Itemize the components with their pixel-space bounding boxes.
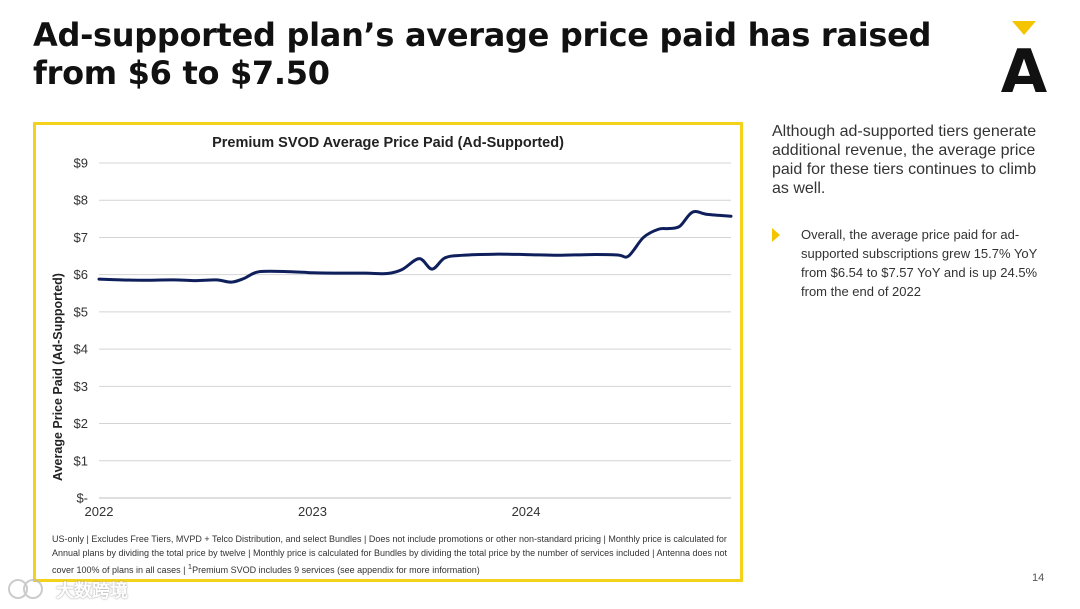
data-point	[194, 279, 196, 282]
y-tick-label: $7	[74, 230, 88, 245]
data-point	[365, 272, 367, 274]
x-tick-label: 2024	[512, 504, 541, 519]
data-point	[461, 254, 463, 257]
data-point	[493, 253, 495, 255]
data-point	[627, 255, 630, 257]
data-point	[172, 279, 175, 281]
chart-footnote: US-only | Excludes Free Tiers, MVPD + Te…	[52, 533, 742, 578]
data-point	[431, 268, 433, 270]
footnote-text: US-only | Excludes Free Tiers, MVPD + Te…	[52, 534, 728, 575]
footnote-text-end: Premium SVOD includes 9 services (see ap…	[192, 565, 480, 575]
antenna-logo-icon: A	[1001, 21, 1048, 96]
side-summary: Although ad-supported tiers generate add…	[772, 123, 1037, 197]
data-point	[98, 278, 100, 280]
data-point	[668, 227, 670, 230]
x-tick-label: 2022	[85, 504, 114, 519]
data-point	[337, 272, 339, 274]
watermark-text: 大数跨境	[56, 581, 128, 601]
y-tick-label: $4	[74, 342, 88, 357]
chart-panel: Premium SVOD Average Price Paid (Ad-Supp…	[33, 122, 743, 582]
x-tick-label: 2023	[298, 504, 327, 519]
data-point	[730, 215, 732, 218]
y-tick-label: $1	[74, 453, 88, 468]
data-point	[119, 279, 122, 281]
y-tick-label: $6	[74, 267, 88, 282]
data-point	[557, 254, 559, 257]
data-point	[311, 272, 314, 274]
watermark: 大数跨境	[6, 574, 146, 604]
title-line-1: Ad-supported plan’s average price paid h…	[33, 16, 932, 54]
page-number: 14	[1032, 572, 1045, 584]
data-point	[258, 270, 260, 273]
data-point	[401, 268, 403, 271]
data-point	[678, 225, 681, 228]
title-line-2: from $6 to $7.50	[33, 54, 330, 92]
data-point	[215, 279, 218, 281]
data-point	[617, 254, 619, 256]
footnote-superscript: 1	[187, 562, 193, 571]
y-tick-label: $-	[76, 491, 88, 506]
logo-triangle-icon	[1012, 21, 1036, 35]
series-line-ad-supported	[97, 210, 733, 284]
data-point	[290, 270, 292, 273]
y-tick-label: $8	[74, 193, 88, 208]
y-tick-label: $2	[74, 416, 88, 431]
chart-title: Premium SVOD Average Price Paid (Ad-Supp…	[212, 135, 564, 151]
y-tick-label: $9	[74, 156, 88, 171]
data-point	[418, 257, 421, 260]
watermark-logo-icon	[8, 579, 43, 599]
data-point	[525, 253, 527, 256]
data-point	[642, 236, 645, 239]
bullet-arrow-icon	[772, 228, 780, 242]
y-tick-label: $5	[74, 304, 88, 319]
side-bullet: Overall, the average price paid for ad-s…	[801, 227, 1038, 299]
line-chart: $- $1 $2 $3 $4 $5 $6 $7 $8 $9 2022 2023 2024	[74, 156, 733, 519]
page-title: Ad-supported plan’s average price paid h…	[33, 16, 963, 92]
data-point	[230, 281, 233, 283]
y-tick-label: $3	[74, 379, 88, 394]
data-point	[589, 253, 591, 256]
data-point	[140, 279, 143, 282]
data-point	[243, 277, 245, 280]
logo-letter: A	[1001, 37, 1048, 96]
data-point	[657, 228, 660, 231]
data-point	[691, 211, 694, 213]
data-point	[444, 257, 446, 259]
data-point	[386, 272, 389, 275]
data-point	[706, 213, 709, 216]
